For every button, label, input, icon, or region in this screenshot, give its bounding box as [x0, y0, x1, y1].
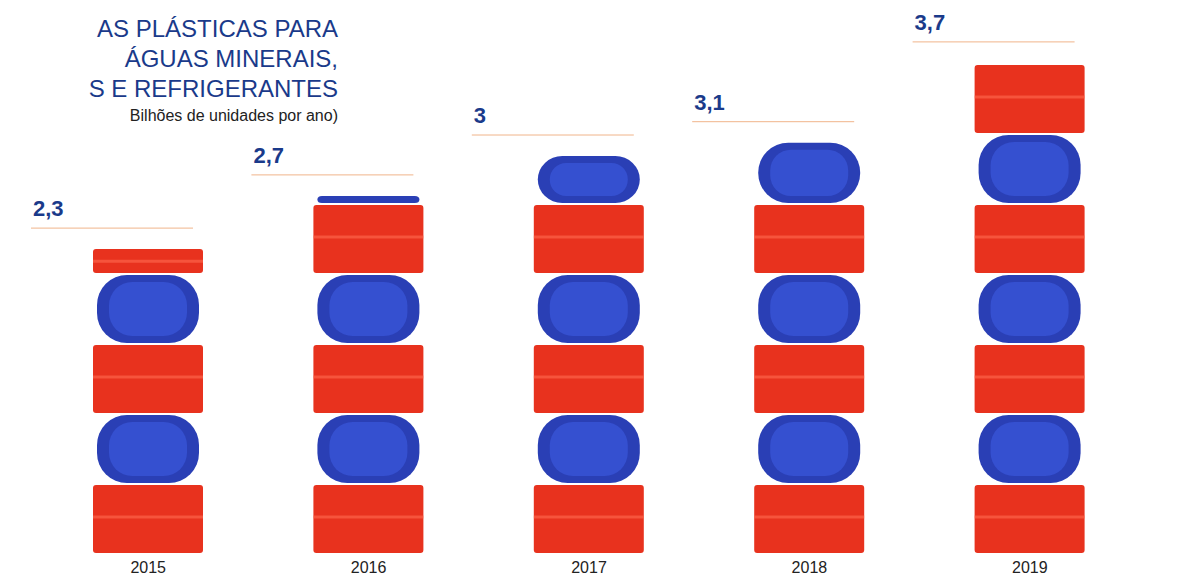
- svg-text:2,7: 2,7: [253, 143, 284, 168]
- svg-text:2017: 2017: [571, 559, 607, 576]
- html-text:S E REFRIGERANTES: S E REFRIGERANTES: [88, 75, 338, 102]
- svg-text:3,1: 3,1: [694, 90, 725, 115]
- svg-text:2019: 2019: [1012, 559, 1048, 576]
- svg-text:2016: 2016: [351, 559, 387, 576]
- svg-text:2018: 2018: [792, 559, 828, 576]
- html-text:AS PLÁSTICAS PARA: AS PLÁSTICAS PARA: [97, 15, 338, 42]
- svg-text:3: 3: [474, 103, 486, 128]
- svg-text:2015: 2015: [130, 559, 166, 576]
- html-text:ÁGUAS MINERAIS,: ÁGUAS MINERAIS,: [124, 45, 338, 72]
- html-text:Bilhões de unidades por ano): Bilhões de unidades por ano): [129, 107, 338, 124]
- svg-text:2,3: 2,3: [33, 196, 64, 221]
- svg-text:3,7: 3,7: [915, 10, 946, 35]
